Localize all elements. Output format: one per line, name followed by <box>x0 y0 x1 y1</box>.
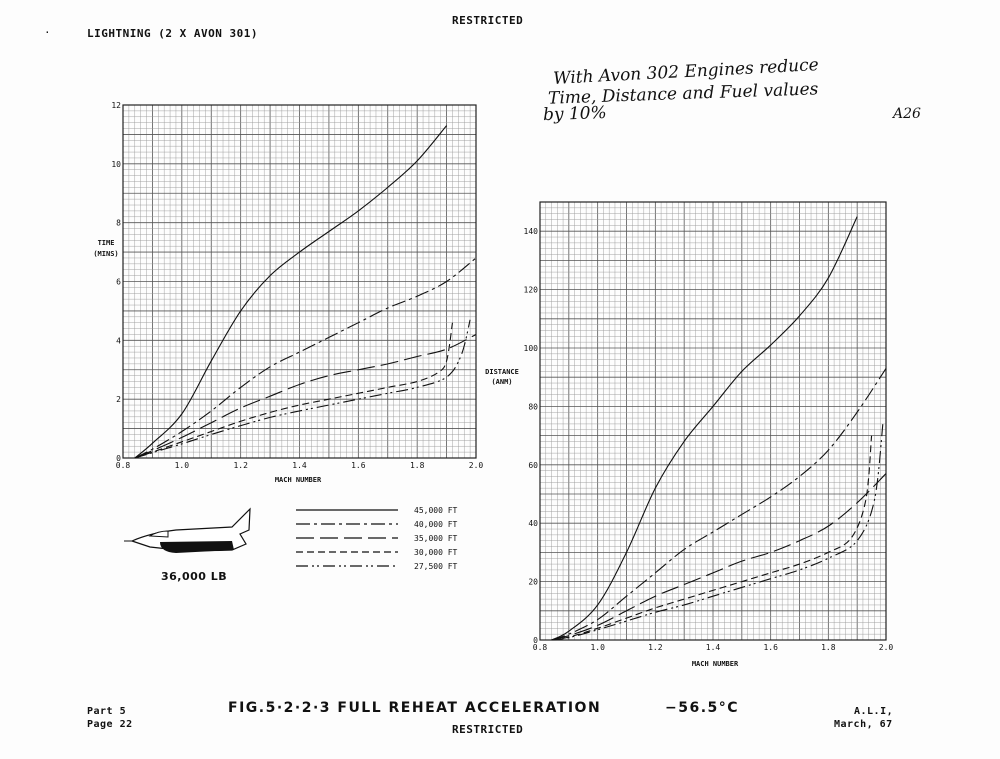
y-tick-label: 40 <box>528 519 538 528</box>
x-tick-label: 1.2 <box>648 643 663 652</box>
aircraft-weight: 36,000 LB <box>161 570 228 583</box>
x-tick-label: 2.0 <box>469 461 484 470</box>
margin-mark: · <box>44 26 52 39</box>
legend-label: 35,000 FT <box>414 534 458 543</box>
grid <box>122 104 477 459</box>
plot-frame <box>539 201 887 641</box>
x-tick-label: 1.0 <box>590 643 605 652</box>
series-line-40000 <box>134 257 477 459</box>
x-tick-label: 1.6 <box>763 643 778 652</box>
footer-part: Part 5 <box>87 706 127 717</box>
y-tick-label: 140 <box>524 227 539 236</box>
x-axis-label: MACH NUMBER <box>692 660 739 668</box>
restricted-footer: RESTRICTED <box>452 723 524 736</box>
series-line-27500 <box>551 420 884 641</box>
x-tick-label: 1.6 <box>351 461 366 470</box>
figure-title: FIG.5·2·2·3 FULL REHEAT ACCELERATION <box>228 700 602 716</box>
series-line-35000 <box>134 333 477 459</box>
y-tick-label: 20 <box>528 578 538 587</box>
footer-org: A.L.I, <box>854 706 894 717</box>
x-tick-label: 1.4 <box>706 643 721 652</box>
plot-frame <box>122 104 477 459</box>
series-line-30000 <box>551 435 873 641</box>
legend-label: 45,000 FT <box>414 506 458 515</box>
handwritten-ref: A26 <box>893 106 921 122</box>
x-tick-label: 0.8 <box>116 461 131 470</box>
footer-date: March, 67 <box>834 719 893 730</box>
aircraft-wing <box>160 541 234 553</box>
aircraft-title: LIGHTNING (2 X AVON 301) <box>87 27 258 40</box>
footer-page: Page 22 <box>87 719 133 730</box>
y-tick-label: 12 <box>111 101 121 110</box>
x-axis-label: MACH NUMBER <box>275 476 322 484</box>
grid <box>539 201 887 641</box>
x-tick-label: 2.0 <box>879 643 894 652</box>
time-chart: 0.8 1.0 1.2 1.4 1.6 1.8 2.0 0 2 4 6 8 10 12 TIME (MINS)… <box>93 101 483 484</box>
legend-label: 30,000 FT <box>414 548 458 557</box>
x-tick-label: 0.8 <box>533 643 548 652</box>
aircraft-canopy <box>148 530 169 538</box>
y-tick-label: 60 <box>528 461 538 470</box>
y-tick-label: 4 <box>116 336 121 345</box>
legend-label: 40,000 FT <box>414 520 458 529</box>
y-tick-label: 2 <box>116 395 121 404</box>
y-tick-label: 80 <box>528 402 538 411</box>
y-tick-label: 10 <box>111 160 121 169</box>
series-line-45000 <box>551 216 858 641</box>
series-line-40000 <box>551 368 887 641</box>
series-line-35000 <box>551 473 887 641</box>
y-axis-label: TIME <box>98 239 115 247</box>
x-tick-label: 1.0 <box>175 461 190 470</box>
y-tick-label: 8 <box>116 219 121 228</box>
x-tick-label: 1.8 <box>410 461 425 470</box>
y-axis-label-unit: (MINS) <box>93 250 118 258</box>
series-line-30000 <box>134 322 454 459</box>
y-tick-label: 120 <box>524 286 539 295</box>
series-line-45000 <box>134 125 448 459</box>
y-tick-label: 0 <box>116 454 121 463</box>
x-tick-label: 1.2 <box>233 461 248 470</box>
legend-label: 27,500 FT <box>414 562 458 571</box>
figure-temperature: −56.5°C <box>665 700 740 716</box>
y-axis-label-unit: (ANM) <box>491 378 512 386</box>
y-axis-label: DISTANCE <box>485 368 519 376</box>
aircraft-silhouette <box>124 507 251 553</box>
x-tick-label: 1.4 <box>292 461 307 470</box>
y-tick-label: 0 <box>533 636 538 645</box>
restricted-header: RESTRICTED <box>452 14 524 27</box>
y-tick-label: 6 <box>116 278 121 287</box>
x-tick-label: 1.8 <box>821 643 836 652</box>
distance-chart: 0.8 1.0 1.2 1.4 1.6 1.8 2.0 0 20 40 60 80 100 120 140 D… <box>485 201 894 668</box>
legend: 45,000 FT 40,000 FT 35,000 FT 30,000 FT 27,5… <box>296 506 458 571</box>
y-tick-label: 100 <box>524 344 539 353</box>
